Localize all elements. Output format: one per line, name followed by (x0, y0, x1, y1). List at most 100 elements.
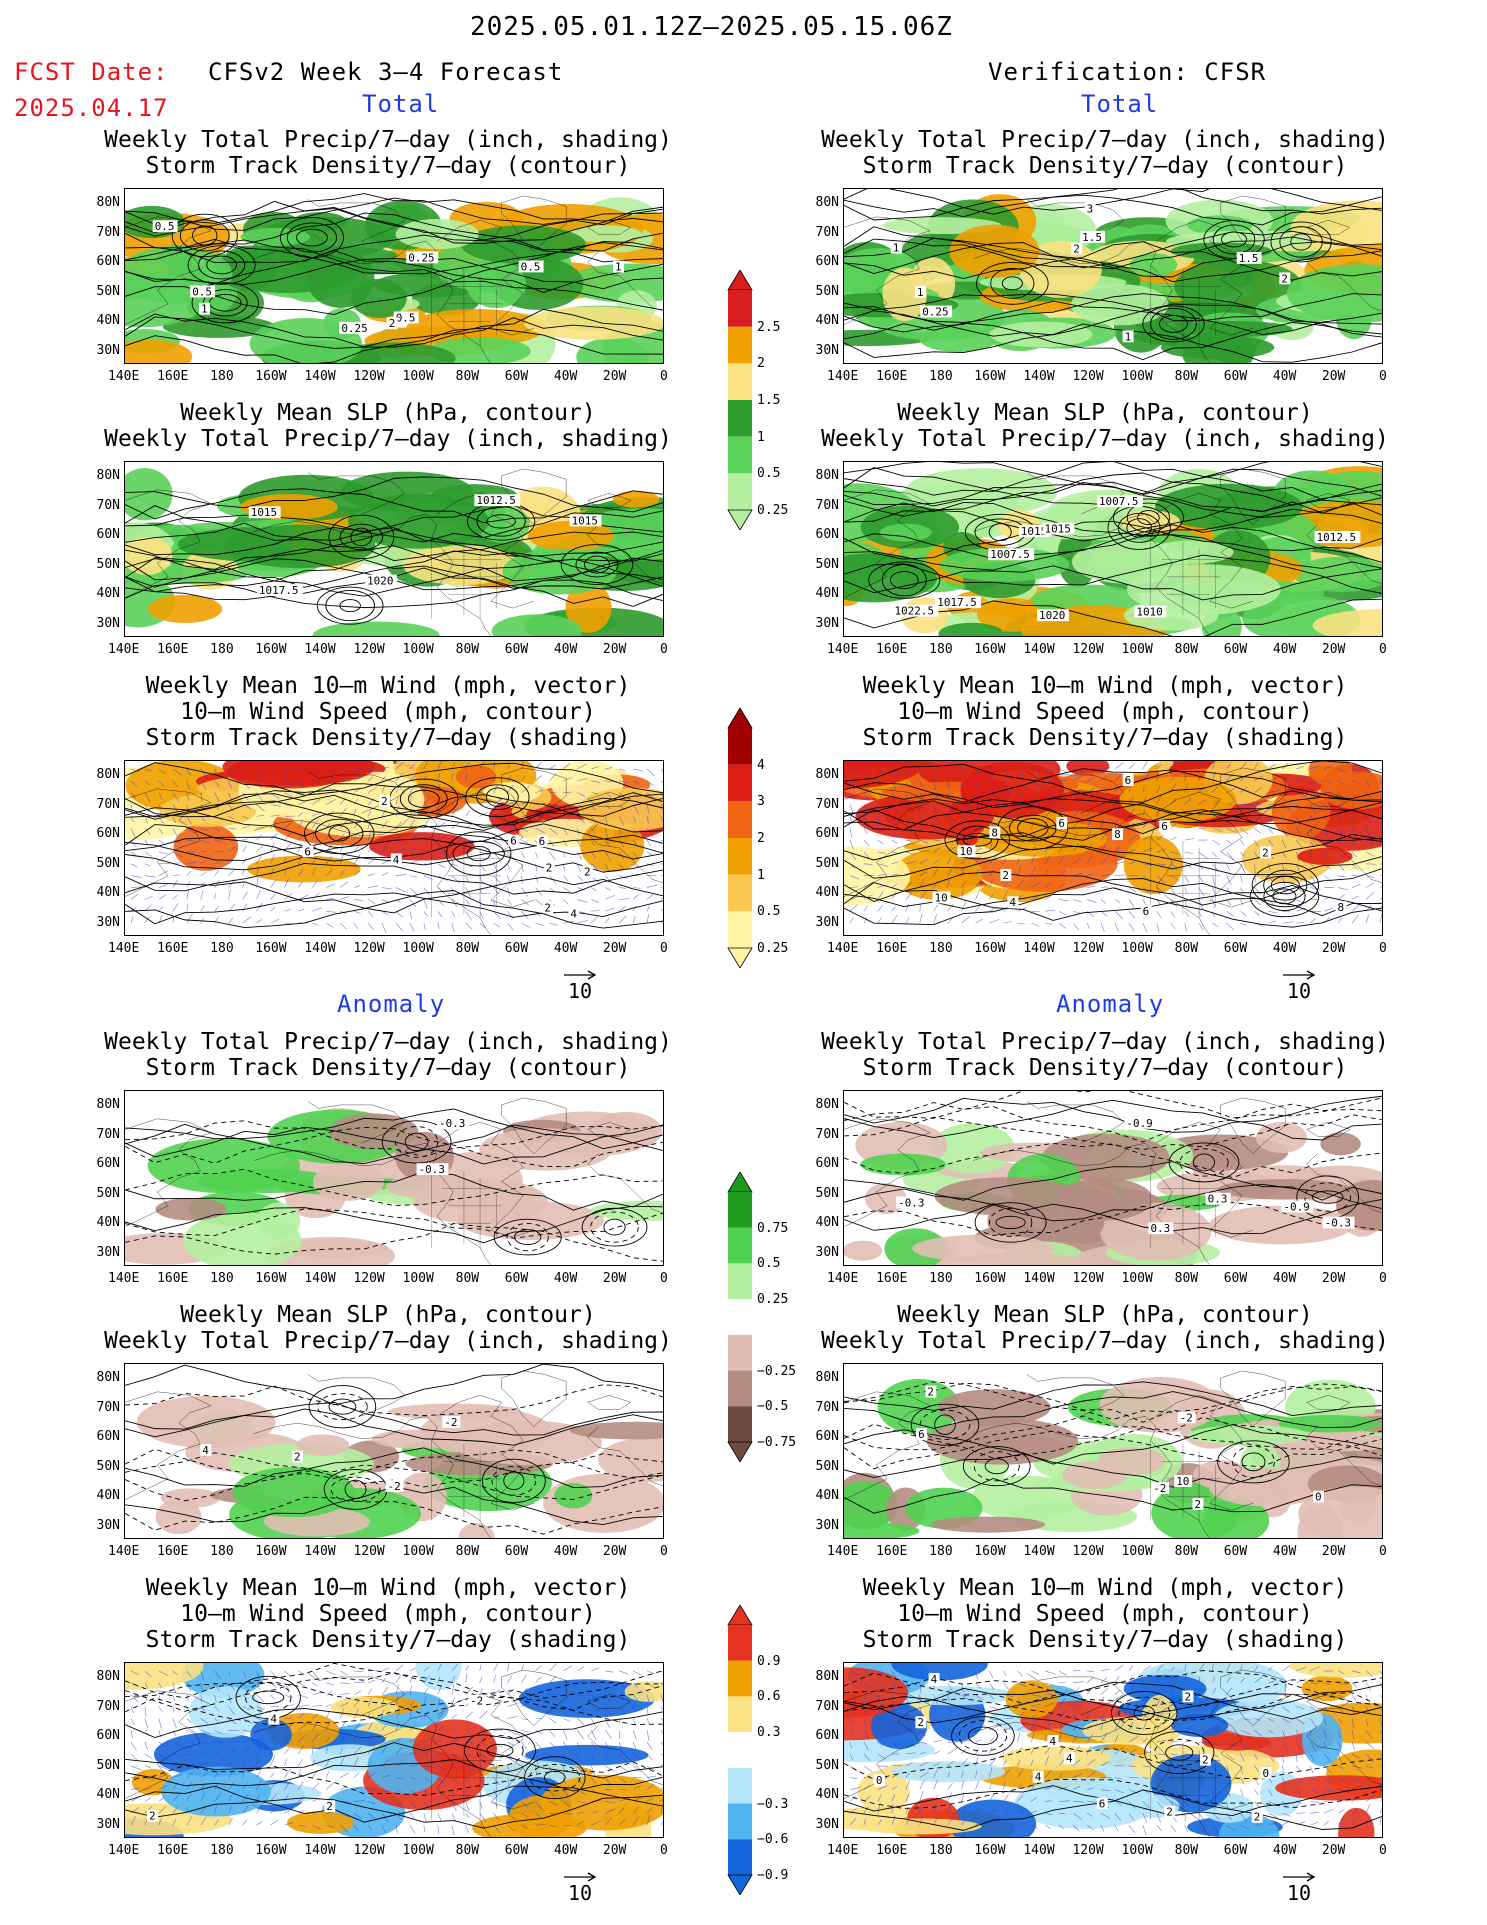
contour-label: 4 (1050, 1735, 1057, 1748)
lat-label: 60N (96, 527, 120, 542)
lon-label: 180 (210, 941, 234, 956)
panel-title: Weekly Total Precip/7–day (inch, shading… (821, 127, 1389, 179)
colorbar-segment (728, 363, 752, 400)
contour-label-bg (1007, 896, 1019, 909)
map-canvas: 2 4 0 2 4 6 0 2 4 2 4 2 (844, 1663, 1382, 1837)
contour-label-bg (393, 311, 419, 324)
contour-label: 0 (876, 1774, 883, 1787)
lon-label: 180 (210, 369, 234, 384)
contour-label: 2 (294, 1450, 301, 1463)
contour-label-bg (582, 865, 593, 878)
colorbar-segment (728, 1192, 752, 1228)
lon-label: 40W (553, 642, 578, 657)
contour-label-bg (339, 321, 372, 334)
panel-title: Weekly Mean 10–m Wind (mph, vector) 10–m … (145, 673, 631, 751)
vector-ref-label: 10 (567, 1881, 593, 1905)
lon-label: 0 (660, 1843, 668, 1858)
lon-label: 160W (255, 1271, 287, 1286)
map-panel-ver-total-wind: 6 8 6 10 6 2 2 8 6 10 4 8 (843, 760, 1383, 936)
contour-label-bg (1260, 846, 1272, 859)
colorbar-segment (728, 1732, 752, 1768)
lon-label: 80W (455, 369, 480, 384)
lon-label: 140W (304, 369, 336, 384)
colorbar-segment (728, 1660, 752, 1697)
vector-ref-arrow-icon (1279, 966, 1319, 980)
lon-label: 0 (660, 1544, 668, 1559)
lon-label: 40W (1272, 642, 1297, 657)
lon-label: 140W (304, 941, 336, 956)
lat-label: 30N (815, 342, 839, 358)
contour-label: 3 (1087, 202, 1094, 215)
contour-label: -0.3 (439, 1117, 465, 1130)
contour-label-bg (1096, 1797, 1108, 1810)
contour-label-bg (248, 506, 281, 519)
map-canvas: -2 2 4 2 (125, 1663, 663, 1837)
lon-label: 180 (929, 1544, 953, 1559)
lon-label: 140E (108, 1843, 140, 1858)
contour-label: 1 (201, 303, 208, 316)
colorbar-label: −0.9 (757, 1868, 789, 1883)
lon-label: 60W (504, 642, 529, 657)
contour-label: 4 (1035, 1771, 1042, 1784)
map-canvas: 6 8 6 10 6 2 2 8 6 10 4 8 (844, 761, 1382, 935)
lat-label: 40N (815, 1488, 839, 1503)
contour-label: 6 (1125, 774, 1132, 787)
contour-label-bg (1112, 828, 1124, 841)
colorbar-segment (728, 436, 752, 474)
lon-label: 60W (504, 369, 529, 384)
lat-label: 70N (96, 1698, 120, 1714)
lon-label: 180 (210, 642, 234, 657)
colorbar-segment (728, 290, 752, 327)
lat-label: 60N (815, 254, 839, 269)
colorbar-top-arrow-icon (727, 1172, 753, 1193)
contour-label-bg (1159, 820, 1171, 833)
contour-label-bg (442, 1415, 461, 1428)
contour-label: 1015 (1045, 523, 1071, 536)
lon-label: 140W (304, 642, 336, 657)
lon-label: 160E (157, 369, 189, 384)
contour-label-bg (932, 891, 951, 904)
lon-label: 0 (1379, 1544, 1387, 1559)
contour-label: 0.5 (155, 220, 175, 233)
contour-label-bg (1084, 202, 1096, 215)
contour-label: 1012.5 (1317, 531, 1357, 544)
map-panel-ver-anom-wind: 2 4 0 2 4 6 0 2 4 2 4 2 (843, 1662, 1383, 1838)
contour-label: 2 (1202, 1754, 1209, 1767)
lon-label: 100W (1121, 642, 1153, 657)
contour-label: 4 (270, 1713, 277, 1726)
contour-label-bg (568, 907, 580, 920)
lon-label: 0 (1379, 1843, 1387, 1858)
lon-label: 140E (827, 1544, 859, 1559)
lat-label: 30N (815, 1244, 839, 1260)
lon-label: 20W (1321, 369, 1346, 384)
lat-label: 40N (815, 313, 839, 328)
lon-label: 120W (353, 1843, 385, 1858)
contour-label-bg (1322, 1216, 1355, 1229)
lon-label: 40W (553, 941, 578, 956)
lat-label: 80N (96, 195, 120, 210)
lon-label: 160W (974, 1544, 1006, 1559)
contour-label-bg (1236, 251, 1262, 264)
lat-label: 60N (815, 1728, 839, 1743)
lat-label: 80N (96, 1097, 120, 1112)
colorbar-segment (728, 838, 752, 875)
contour-label-bg (1037, 609, 1069, 622)
contour-label: 2 (927, 1386, 934, 1399)
colorbar-segment (728, 1839, 752, 1875)
colorbar-label: 1.5 (757, 393, 781, 408)
contour-label-bg (928, 1672, 940, 1685)
lon-label: 160E (876, 1271, 908, 1286)
colorbar-segment (728, 728, 752, 765)
contour-label: 1 (893, 242, 900, 255)
contour-label: 0.3 (1208, 1193, 1228, 1206)
lon-label: 100W (402, 642, 434, 657)
map-canvas: -0.3 -0.3 (125, 1091, 663, 1265)
contour-label-bg (1047, 1735, 1059, 1747)
contour-label-bg (1260, 1766, 1272, 1779)
lat-label: 80N (815, 1370, 839, 1385)
contour-label-bg (1140, 905, 1152, 918)
lon-label: 40W (553, 1271, 578, 1286)
lon-label: 0 (1379, 369, 1387, 384)
colorbar-label: 0.5 (757, 904, 781, 920)
